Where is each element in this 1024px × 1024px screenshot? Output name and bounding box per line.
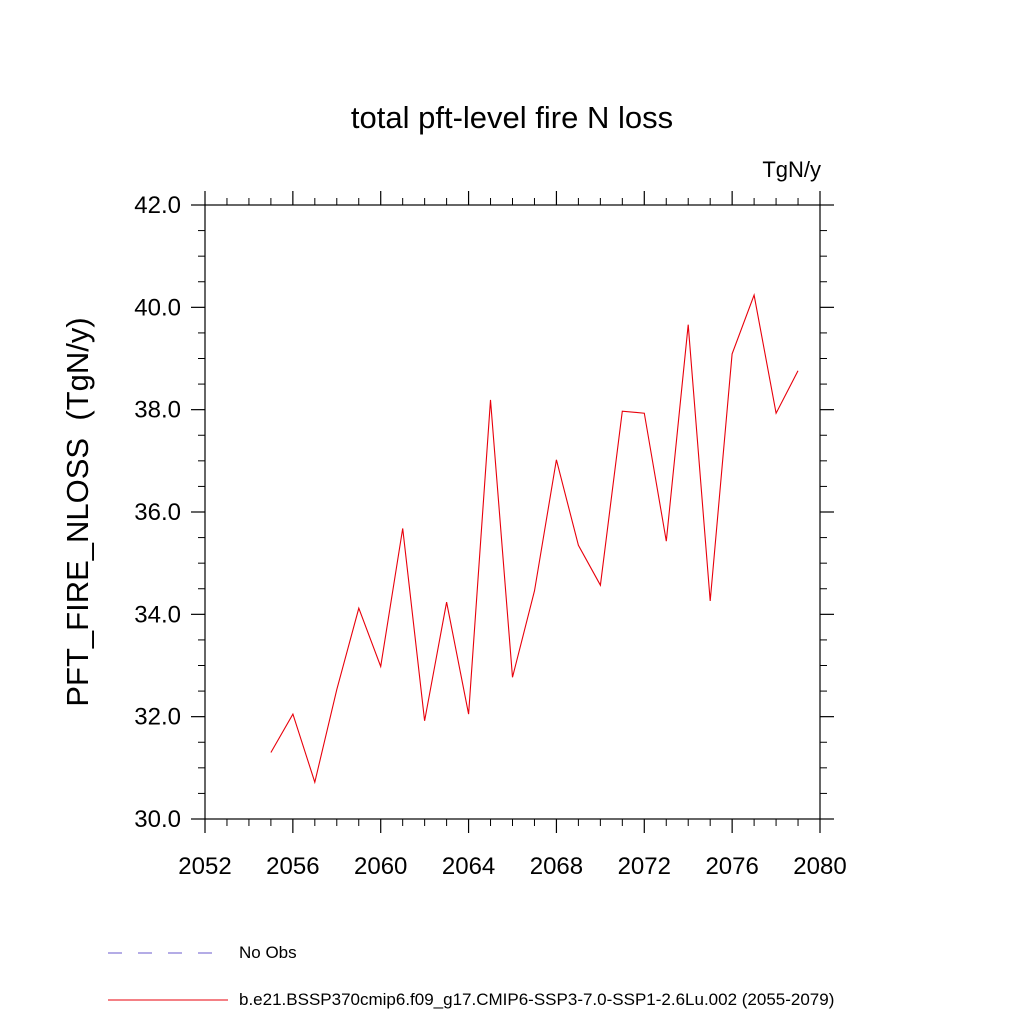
y-tick-label: 32.0 [134, 704, 181, 731]
x-tick-label: 2072 [618, 853, 671, 880]
x-tick-label: 2060 [354, 853, 407, 880]
series-line [270, 293, 799, 785]
series-layer [270, 293, 799, 785]
legend-entry-no-obs: No Obs [239, 943, 297, 962]
y-tick-label: 30.0 [134, 806, 181, 833]
x-tick-label: 2056 [266, 853, 319, 880]
units-label: TgN/y [762, 157, 821, 182]
minor-ticks [198, 198, 827, 826]
y-tick-label: 34.0 [134, 601, 181, 628]
y-tick-label: 40.0 [134, 294, 181, 321]
x-tick-label: 2068 [530, 853, 583, 880]
y-axis-label: PFT_FIRE_NLOSS (TgN/y) [60, 317, 95, 707]
x-tick-label: 2064 [442, 853, 495, 880]
y-tick-label: 36.0 [134, 499, 181, 526]
x-tick-label: 2080 [793, 853, 846, 880]
legend-lines [108, 952, 228, 1001]
y-tick-label: 38.0 [134, 397, 181, 424]
x-tick-labels: 2052 2056 2060 2064 2068 2072 2076 2080 [178, 853, 846, 880]
x-tick-label: 2052 [178, 853, 231, 880]
y-tick-label: 42.0 [134, 192, 181, 219]
chart-title: total pft-level fire N loss [350, 100, 674, 135]
major-ticks [191, 191, 834, 833]
legend-entry-model: b.e21.BSSP370cmip6.f09_g17.CMIP6-SSP3-7.… [239, 990, 835, 1009]
plot-frame [204, 204, 821, 820]
y-tick-labels: 30.0 32.0 34.0 36.0 38.0 40.0 42.0 [134, 192, 181, 833]
x-tick-label: 2076 [705, 853, 758, 880]
